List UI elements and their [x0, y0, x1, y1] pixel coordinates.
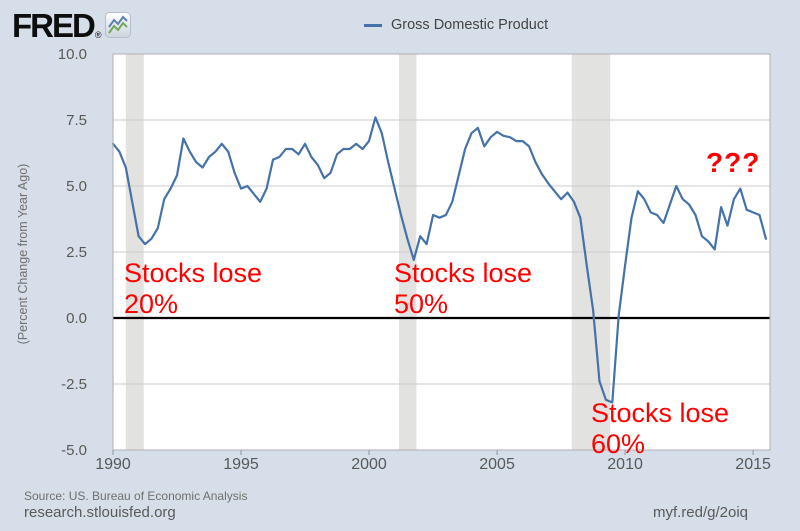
- y-tick-label: 0.0: [66, 310, 87, 327]
- x-tick-label: 2010: [607, 456, 643, 473]
- research-stlouisfed-link[interactable]: research.stlouisfed.org: [24, 504, 176, 521]
- y-tick-label: 7.5: [66, 112, 87, 129]
- fred-logo[interactable]: FRED ®: [12, 6, 132, 46]
- x-tick-label: 2005: [479, 456, 515, 473]
- annotation-text: Stocks lose 20%: [124, 258, 263, 319]
- x-tick-label: 1990: [95, 456, 131, 473]
- x-tick-label: 2015: [735, 456, 771, 473]
- short-url-link[interactable]: myf.red/g/2oiq: [652, 504, 748, 521]
- annotation-text: Stocks lose 60%: [591, 398, 730, 459]
- x-tick-label: 2000: [351, 456, 387, 473]
- fred-logo-text: FRED: [12, 7, 96, 44]
- registered-trademark-symbol: ®: [94, 30, 102, 40]
- y-tick-label: 10.0: [57, 46, 87, 63]
- legend-series-label: Gross Domestic Product: [391, 17, 549, 33]
- legend-line-swatch: [364, 23, 382, 27]
- annotation-text: Stocks lose 50%: [394, 258, 533, 319]
- x-tick-label: 1995: [223, 456, 259, 473]
- gdp-line: [111, 116, 767, 404]
- y-tick-label: 5.0: [66, 178, 87, 195]
- y-tick-label: -5.0: [61, 442, 87, 459]
- y-tick-label: 2.5: [66, 244, 87, 261]
- fred-logo-chart-icon: [105, 11, 132, 43]
- y-tick-label: -2.5: [61, 376, 87, 393]
- annotation-text: ???: [706, 147, 761, 178]
- plot-border: [112, 53, 771, 451]
- legend: Gross Domestic Product: [364, 17, 548, 33]
- source-attribution: Source: US. Bureau of Economic Analysis: [24, 489, 248, 503]
